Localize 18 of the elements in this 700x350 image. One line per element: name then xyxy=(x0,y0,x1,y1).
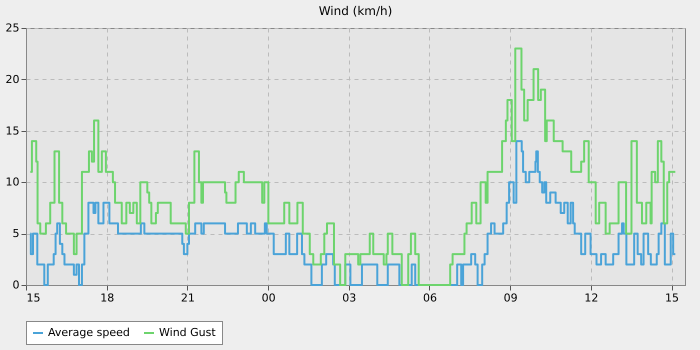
y-tick-label: 20 xyxy=(6,72,20,86)
y-tick-label: 10 xyxy=(6,176,20,189)
chart-title: Wind (km/h) xyxy=(318,4,392,18)
x-tick-label: 00 xyxy=(262,292,276,304)
y-tick-label: 0 xyxy=(12,278,20,292)
x-tick-label: 15 xyxy=(26,292,40,304)
y-tick-label: 5 xyxy=(12,227,20,240)
y-tick-label: 15 xyxy=(6,124,20,138)
legend-label: Wind Gust xyxy=(159,326,216,339)
y-tick-label: 25 xyxy=(6,22,20,34)
legend-label: Average speed xyxy=(48,326,130,339)
x-tick-label: 12 xyxy=(584,292,598,304)
x-tick-label: 15 xyxy=(665,292,680,304)
x-tick-label: 21 xyxy=(180,292,195,304)
x-tick-label: 18 xyxy=(100,292,114,304)
x-tick-label: 03 xyxy=(342,292,356,304)
x-tick-label: 06 xyxy=(422,292,437,304)
x-tick-label: 09 xyxy=(504,292,518,304)
